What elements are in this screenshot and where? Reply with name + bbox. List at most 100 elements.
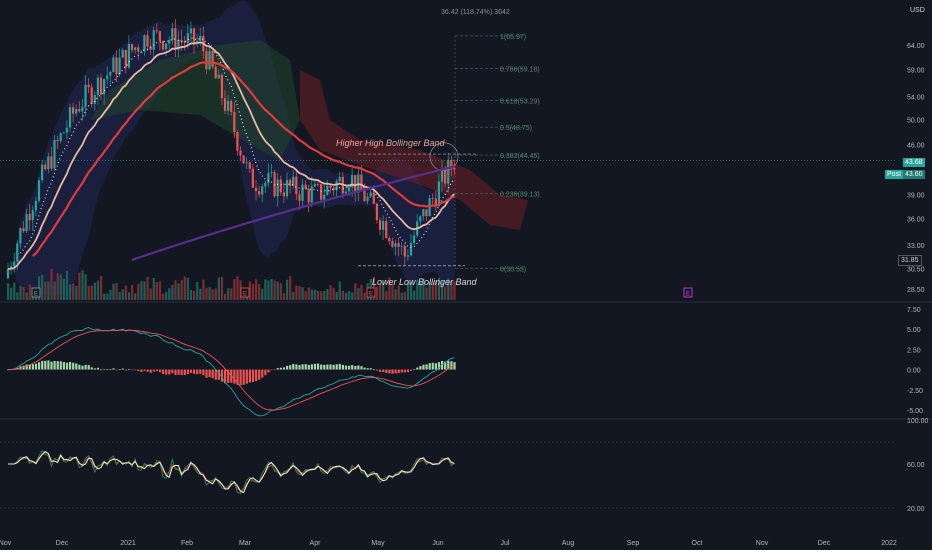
volume-bar [106, 293, 109, 300]
candle-body [242, 155, 245, 164]
candle-body [199, 35, 202, 41]
candle-body [65, 127, 68, 133]
macd-histogram-bar [441, 360, 444, 370]
volume-bar [431, 283, 434, 300]
candle-body [31, 210, 34, 221]
candle-body [316, 184, 320, 185]
macd-histogram-bar [220, 369, 224, 382]
volume-bar [44, 281, 47, 300]
macd-histogram-bar [406, 369, 410, 373]
volume-bar [276, 281, 279, 300]
macd-axis-label: 7.50 [907, 307, 921, 314]
volume-bar [453, 281, 456, 300]
macd-histogram-bar [279, 367, 282, 370]
candle-body [360, 174, 363, 190]
cloud-red [300, 70, 528, 230]
macd-histogram-bar [155, 369, 158, 372]
candle-body [351, 175, 354, 188]
macd-histogram-bar [437, 362, 441, 370]
candle-body [378, 220, 382, 230]
macd-histogram-bar [450, 361, 453, 370]
macd-histogram-bar [174, 369, 177, 375]
osc-axis-label: 60.00 [907, 462, 925, 469]
volume-bar [177, 283, 180, 300]
earnings-marker-box [366, 287, 376, 298]
volume-bar [317, 291, 320, 300]
macd-histogram-bar [264, 369, 267, 376]
macd-histogram-bar [366, 368, 369, 370]
volume-bar [41, 274, 44, 300]
macd-histogram-bar [158, 369, 162, 373]
volume-bar [447, 278, 450, 300]
volume-bar [62, 278, 65, 300]
macd-histogram-bar [134, 369, 137, 371]
candle-body [298, 194, 301, 201]
candle-body [385, 221, 388, 239]
macd-histogram-bar [69, 361, 72, 370]
volume-bar [100, 276, 103, 300]
volume-bar [385, 291, 388, 300]
volume-bar [382, 282, 385, 300]
candle-body [10, 266, 13, 270]
fib-level-label: 0.382(44.45) [500, 153, 540, 160]
candle-body [227, 101, 230, 111]
candle-body [248, 162, 251, 169]
macd-histogram-bar [230, 369, 233, 383]
volume-bar [273, 280, 276, 300]
volume-bar [338, 281, 341, 300]
candle-body [211, 51, 214, 67]
candle-body [165, 43, 168, 50]
macd-histogram-bar [301, 364, 304, 370]
macd-line [7, 327, 455, 417]
macd-histogram-bar [444, 361, 447, 370]
volume-bar [149, 288, 152, 300]
volume-bar [332, 287, 335, 300]
volume-bar [313, 289, 317, 300]
volume-bar [248, 281, 251, 300]
candle-body [214, 66, 217, 79]
candle-body [400, 246, 403, 247]
candle-body [289, 179, 292, 186]
volume-bar [307, 287, 310, 300]
volume-bar [304, 291, 307, 300]
candle-body [28, 214, 31, 221]
macd-histogram-bar [25, 364, 28, 370]
volume-bar [348, 291, 351, 300]
volume-bar [298, 286, 301, 300]
earnings-marker-box [683, 287, 693, 298]
macd-histogram-bar [177, 369, 180, 375]
candle-body [236, 131, 239, 151]
macd-histogram-bar [38, 362, 41, 370]
macd-histogram-bar [375, 369, 379, 371]
macd-histogram-bar [78, 364, 81, 370]
candle-body [258, 191, 261, 195]
price-axis-label: 33.00 [907, 243, 925, 250]
volume-bar [388, 277, 391, 300]
macd-histogram-bar [298, 365, 301, 370]
volume-bar [289, 276, 292, 300]
volume-bar [193, 290, 196, 300]
macd-histogram-bar [59, 361, 62, 370]
macd-histogram-bar [183, 369, 186, 376]
macd-histogram-bar [335, 364, 338, 370]
macd-histogram-bar [202, 369, 205, 376]
macd-histogram-bar [227, 369, 230, 383]
fib-level-label: 1(65.97) [500, 34, 526, 41]
macd-histogram-bar [180, 369, 183, 375]
candle-body [391, 241, 394, 247]
macd-histogram-bar [354, 366, 357, 370]
candle-body [388, 238, 391, 242]
currency-label[interactable]: USD [908, 6, 927, 15]
volume-bar [410, 282, 413, 300]
candle-body [320, 184, 323, 200]
macd-histogram-bar [53, 360, 56, 370]
price-axis-label: 64.00 [907, 43, 925, 50]
time-axis-label: Nov [756, 540, 769, 547]
candle-body [174, 28, 177, 50]
volume-bar [286, 279, 289, 300]
volume-bar [441, 281, 444, 300]
candle-body [437, 181, 440, 207]
earnings-marker-label: E [686, 292, 690, 298]
